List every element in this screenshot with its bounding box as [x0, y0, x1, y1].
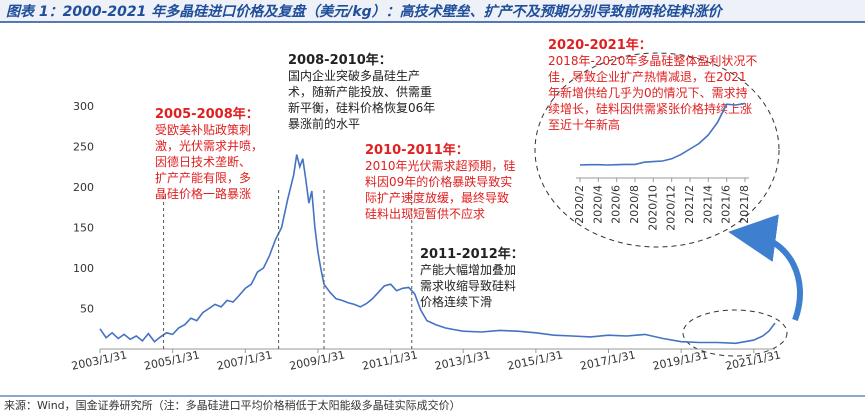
- annotation-line: 暴涨前的水平: [288, 116, 360, 131]
- annotation-line: 受欧美补贴政策刺: [155, 123, 251, 137]
- source-note: 来源：Wind，国金证券研究所（注：多晶硅进口平均价格稍低于太阳能级多晶硅实际成…: [4, 398, 461, 412]
- inset-x-tick-label: 2020/2: [573, 185, 586, 224]
- y-tick-label: 100: [73, 262, 94, 275]
- x-tick-label: 2009/1/31: [288, 348, 346, 372]
- inset-x-tick-label: 2020/8: [628, 185, 641, 224]
- annotation-title: 2011-2012年：: [420, 246, 524, 262]
- inset-x-tick-label: 2021/4: [701, 185, 714, 224]
- annotation-title: 2005-2008年：: [155, 106, 259, 122]
- annotation-line: 年新增供给几乎为0的情况下、需求持: [548, 85, 748, 100]
- annotation-line: 扩产产能有限，多: [155, 171, 251, 185]
- y-tick-label: 300: [73, 100, 94, 113]
- x-tick-label: 2003/1/31: [70, 348, 128, 372]
- x-tick-label: 2013/1/31: [434, 348, 492, 372]
- inset-ellipse: [534, 52, 780, 248]
- annotation-line: 续增长，硅料因供需紧张价格持续上涨: [548, 101, 752, 116]
- annotation-line: 需求收缩导致硅料: [420, 278, 516, 293]
- x-tick-label: 2011/1/31: [361, 348, 419, 372]
- annotation-line: 国内企业突破多晶硅生产: [288, 68, 420, 83]
- x-tick-label: 2005/1/31: [143, 348, 201, 372]
- price-line: [579, 102, 746, 166]
- annotation-line: 产能大幅增加叠加: [420, 262, 516, 277]
- annotation-title: 2008-2010年：: [288, 52, 392, 68]
- inset-x-tick-label: 2021/2: [683, 185, 696, 224]
- focus-ellipse: [682, 309, 788, 357]
- link-arrow: [728, 214, 803, 322]
- annotation-line: 价格连续下滑: [420, 294, 492, 309]
- annotation-line: 术，随新产能投放、供需重: [288, 84, 432, 99]
- inset-x-tick-label: 2020/12: [665, 185, 678, 231]
- annotation-line: 料因09年的价格暴跌导致实: [365, 174, 512, 189]
- x-tick-label: 2007/1/31: [216, 348, 274, 372]
- y-tick-label: 50: [80, 303, 94, 316]
- inset-x-tick-label: 2020/10: [646, 185, 659, 231]
- annotation-line: 际扩产速度放缓，最终导致: [365, 190, 509, 205]
- annotation-line: 佳，导致企业扩产热情减退，在2021: [548, 69, 747, 84]
- header-title: 图表 1：2000-2021 年多晶硅进口价格及复盘（美元/kg）：高技术壁垒、…: [6, 3, 724, 20]
- x-tick-label: 2019/1/31: [651, 348, 709, 372]
- annotation-line: 2018年-2020年多晶硅整体盈利状况不: [548, 53, 757, 68]
- price-line: [99, 154, 776, 345]
- inset-x-tick-label: 2020/4: [591, 185, 604, 224]
- annotation-line: 2010年光伏需求超预期，硅: [365, 158, 516, 173]
- inset-x-tick-label: 2021/6: [720, 185, 733, 224]
- header-bar: [0, 0, 865, 22]
- y-tick-label: 200: [73, 181, 94, 194]
- y-tick-label: 150: [73, 222, 94, 235]
- annotation-line: 硅料出现短暂供不应求: [365, 206, 485, 221]
- y-tick-label: 250: [73, 141, 94, 154]
- annotation-line: 晶硅价格一路暴涨: [155, 186, 251, 201]
- x-tick-label: 2017/1/31: [579, 348, 637, 372]
- x-tick-label: 2015/1/31: [506, 348, 564, 372]
- annotation-line: 激，光伏需求井喷，: [155, 139, 263, 153]
- annotation-line: 因德日技术垄断、: [155, 154, 251, 169]
- annotation-title: 2020-2021年：: [548, 37, 652, 53]
- inset-x-tick-label: 2021/8: [738, 185, 751, 224]
- annotation-line: 新平衡，硅料价格恢复06年: [288, 100, 435, 115]
- annotation-line: 至近十年新高: [548, 117, 620, 132]
- x-tick-label: 2021/1/31: [724, 348, 782, 372]
- inset-x-tick-label: 2020/6: [610, 185, 623, 224]
- annotation-title: 2010-2011年：: [365, 142, 469, 158]
